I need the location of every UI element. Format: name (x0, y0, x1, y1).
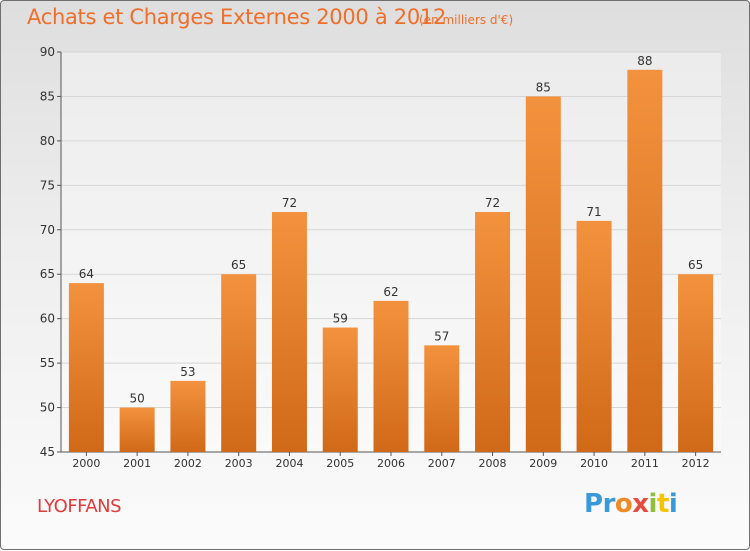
data-label: 72 (485, 196, 500, 210)
y-tick-label: 80 (40, 134, 55, 148)
data-label: 65 (688, 258, 703, 272)
chart-title: Achats et Charges Externes 2000 à 2012 (27, 5, 447, 29)
y-tick-label: 85 (40, 89, 55, 103)
y-tick-label: 75 (40, 178, 55, 192)
bar (475, 212, 511, 452)
y-tick-label: 50 (40, 401, 55, 415)
x-tick-label: 2001 (123, 457, 151, 470)
x-tick-label: 2010 (580, 457, 608, 470)
y-tick-label: 70 (40, 223, 55, 237)
proxiti-logo: Proxiti (584, 489, 678, 519)
bar (119, 407, 155, 452)
x-tick-label: 2004 (275, 457, 303, 470)
y-tick-label: 65 (40, 267, 55, 281)
y-tick-label: 45 (40, 445, 55, 459)
x-tick-label: 2011 (631, 457, 659, 470)
bar (68, 283, 104, 452)
bar (271, 212, 307, 452)
bar (525, 96, 561, 452)
bar (424, 345, 460, 452)
y-tick-label: 60 (40, 312, 55, 326)
logo-letter: t (656, 489, 669, 519)
data-label: 50 (130, 392, 145, 406)
logo-letter: o (614, 489, 633, 519)
x-tick-label: 2003 (225, 457, 253, 470)
x-tick-label: 2009 (529, 457, 557, 470)
logo-letter: P (584, 489, 603, 519)
commune-name: LYOFFANS (37, 496, 122, 517)
data-label: 72 (282, 196, 297, 210)
x-tick-label: 2012 (682, 457, 710, 470)
logo-letter: x (632, 489, 649, 519)
data-label: 71 (586, 205, 601, 219)
bar (576, 220, 612, 452)
data-label: 64 (79, 267, 94, 281)
x-tick-label: 2002 (174, 457, 202, 470)
data-label: 85 (536, 80, 551, 94)
bar (373, 300, 409, 452)
data-label: 88 (637, 54, 652, 68)
logo-letter: i (668, 489, 678, 519)
bar (221, 274, 257, 452)
bar (170, 380, 206, 452)
data-label: 53 (180, 365, 195, 379)
y-tick-label: 90 (40, 45, 55, 59)
logo-letter: i (648, 489, 658, 519)
bar (322, 327, 358, 452)
data-label: 65 (231, 258, 246, 272)
bar (627, 69, 663, 453)
x-tick-label: 2005 (326, 457, 354, 470)
y-tick-label: 55 (40, 356, 55, 370)
data-label: 59 (333, 312, 348, 326)
x-tick-label: 2006 (377, 457, 405, 470)
chart-subtitle: (en milliers d'€) (419, 13, 514, 27)
bar (678, 274, 714, 452)
data-label: 62 (383, 285, 398, 299)
x-tick-label: 2008 (479, 457, 507, 470)
x-tick-label: 2007 (428, 457, 456, 470)
data-label: 57 (434, 329, 449, 343)
logo-letter: r (602, 489, 616, 519)
x-tick-label: 2000 (72, 457, 100, 470)
